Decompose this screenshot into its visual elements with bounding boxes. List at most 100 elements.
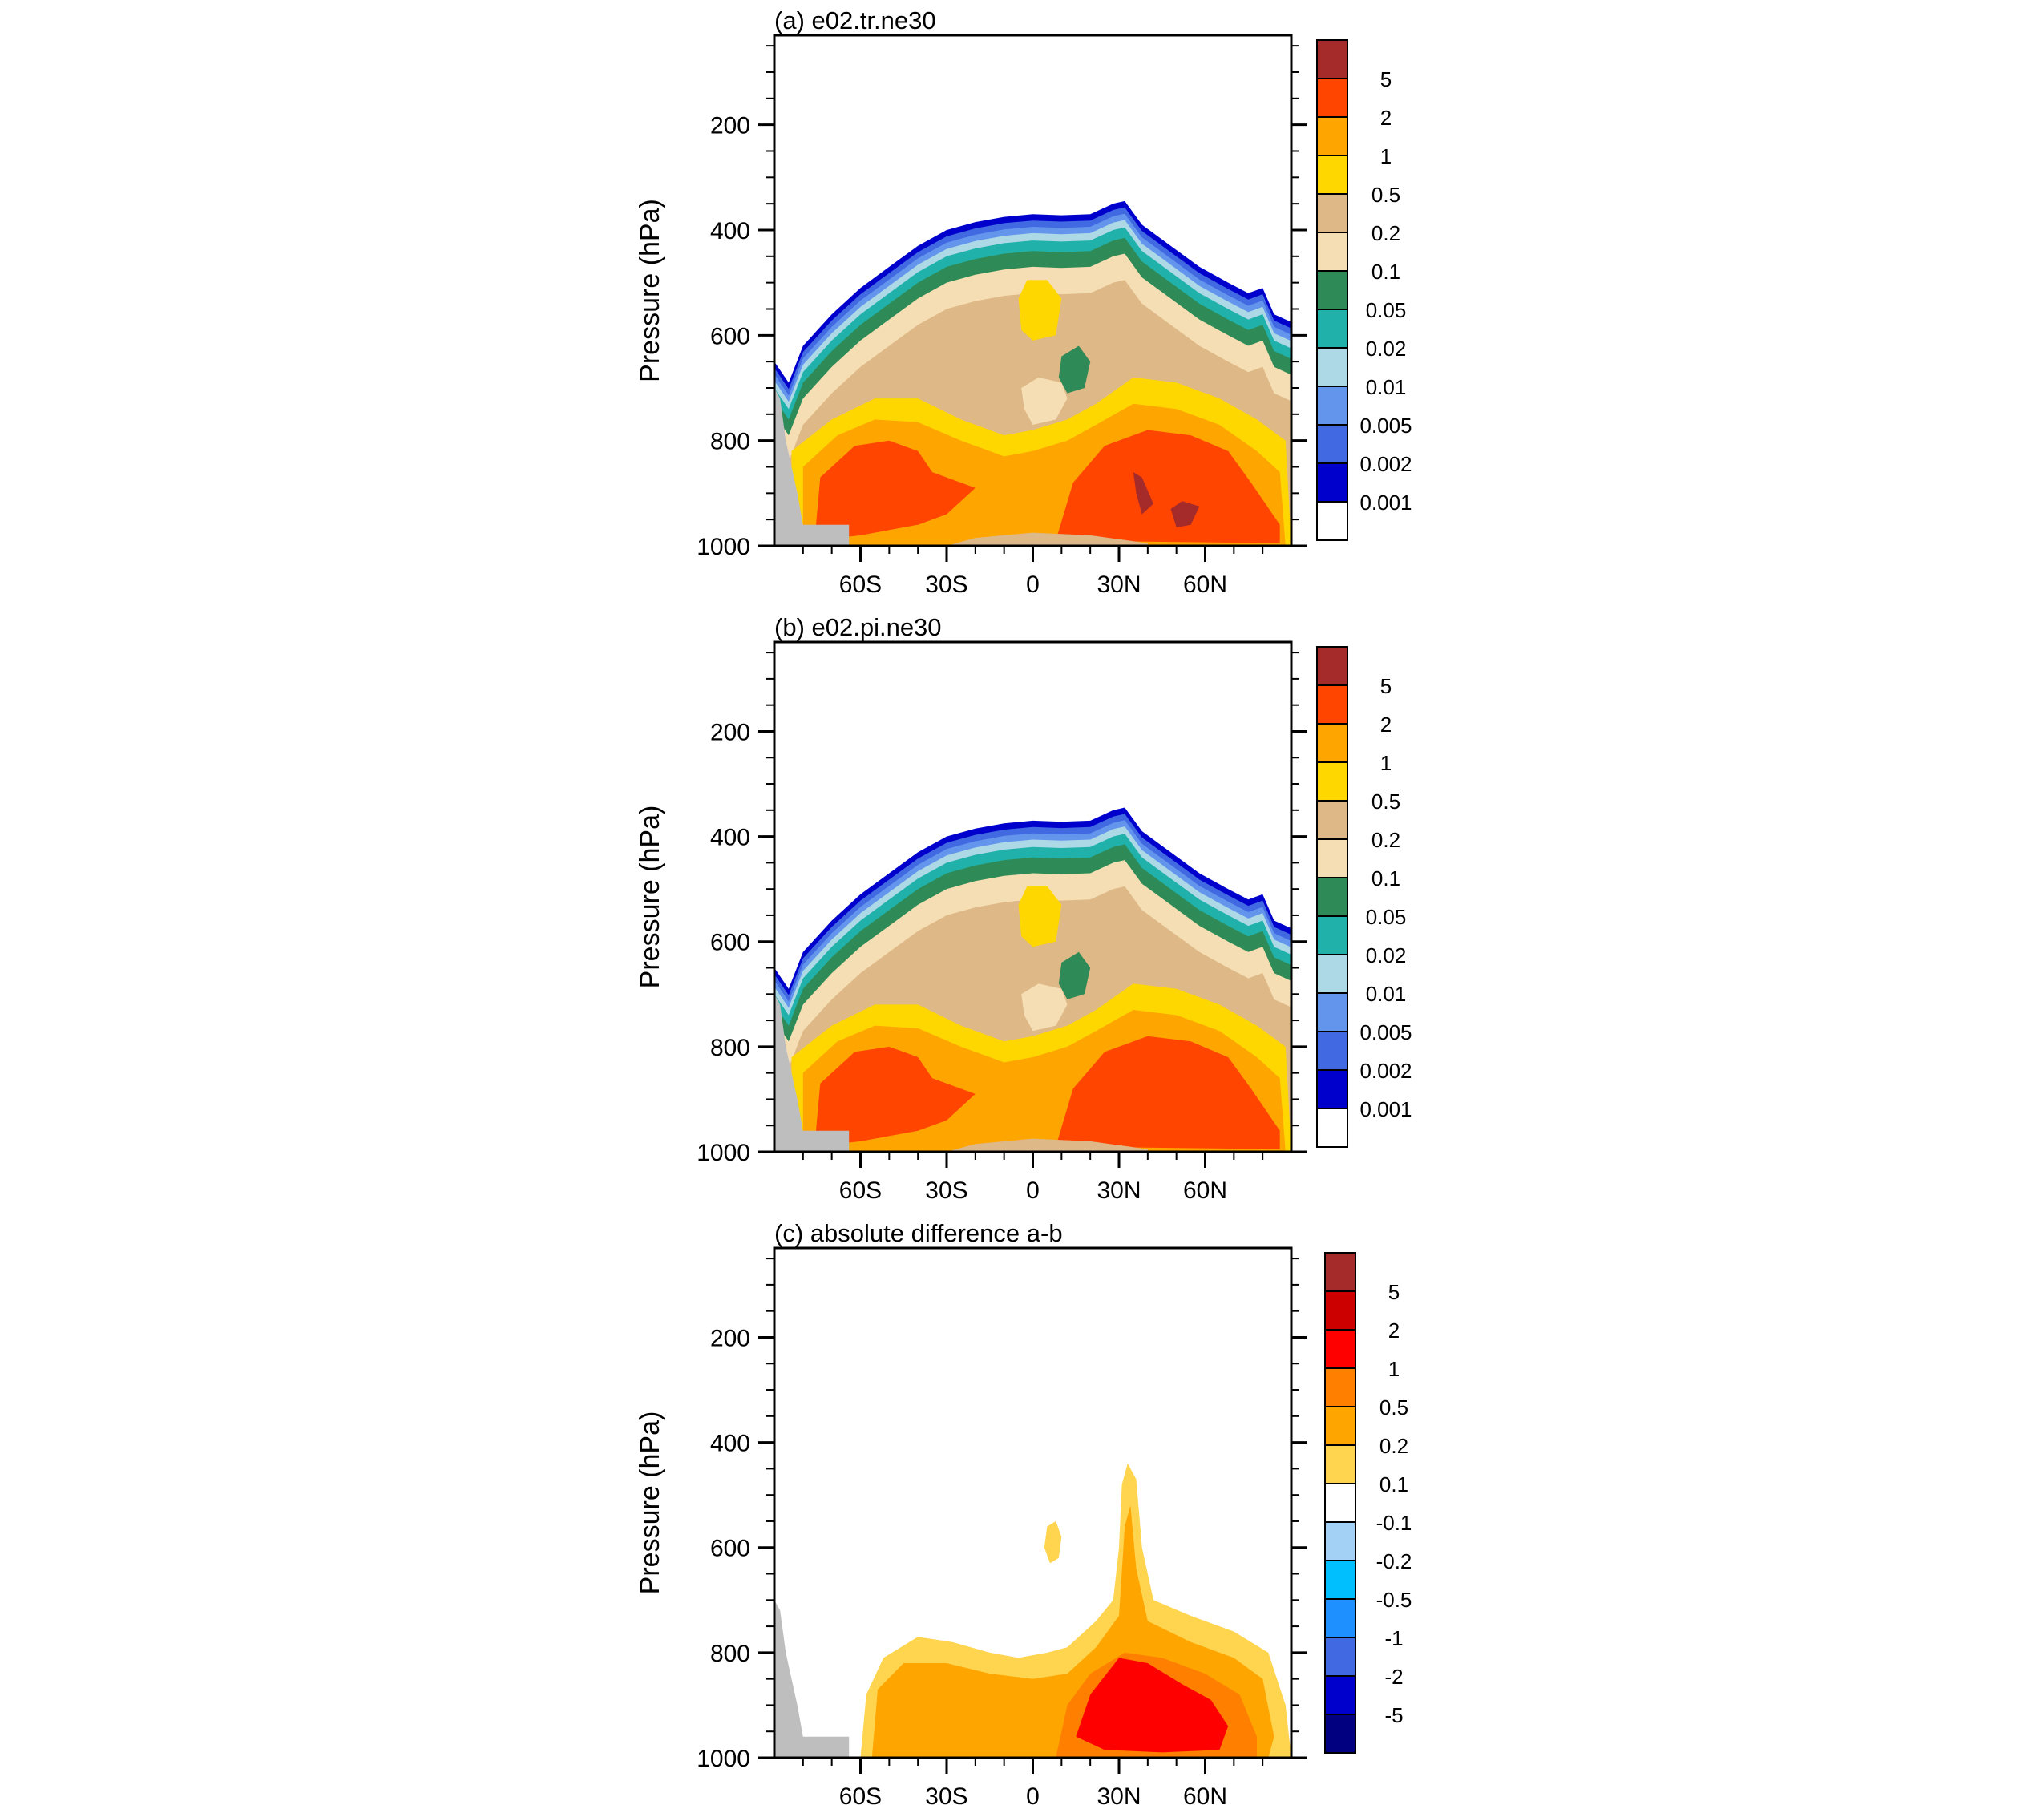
- topography: [774, 388, 850, 546]
- colorbar-label: 0.005: [1359, 414, 1412, 438]
- colorbar-label: 2: [1380, 106, 1392, 130]
- colorbar-swatch: [1316, 116, 1348, 156]
- ytick-label: 400: [710, 825, 750, 851]
- colorbar-label: -0.2: [1376, 1549, 1412, 1573]
- panel-c: (c) absolute difference a-b 200 400 600 800 1…: [635, 1219, 1412, 1805]
- colorbar-swatch: [1324, 1483, 1356, 1523]
- colorbar-label: 0.2: [1379, 1434, 1408, 1458]
- colorbar-label: 0.02: [1366, 337, 1407, 361]
- colorbar-label: 1: [1380, 751, 1392, 775]
- band-max-2: [1170, 501, 1200, 527]
- diff-0.1-aloft: [1044, 1520, 1062, 1564]
- colorbar-swatch: [1324, 1598, 1356, 1638]
- colorbar-swatch: [1316, 954, 1348, 994]
- colorbar-swatch: [1316, 501, 1348, 541]
- panel-a: (a) e02.tr.ne30 200 400 600 800 1000 Pressure …: [635, 6, 1412, 598]
- band-0.1-blob: [1058, 345, 1091, 394]
- xtick-label: 30S: [925, 1177, 967, 1204]
- ytick-label: 200: [710, 1325, 750, 1351]
- colorbar-swatch: [1324, 1290, 1356, 1331]
- colorbar-label: 5: [1388, 1280, 1400, 1304]
- diff-1: [1076, 1658, 1229, 1753]
- colorbar-swatch: [1316, 761, 1348, 802]
- band-surface: [947, 532, 1148, 546]
- band-1-aloft: [1018, 280, 1062, 341]
- y-axis-label: Pressure (hPa): [635, 199, 665, 382]
- xtick-label: 30S: [925, 571, 967, 598]
- ytick-label: 200: [710, 719, 750, 745]
- colorbar-label: 0.5: [1379, 1395, 1408, 1419]
- band-5-south: [814, 1046, 976, 1147]
- ytick-label: 400: [710, 1431, 750, 1457]
- xtick-label: 0: [1026, 1783, 1040, 1805]
- colorbar-swatch: [1316, 270, 1348, 310]
- xtick-label: 0: [1026, 571, 1040, 598]
- colorbar-swatch: [1324, 1444, 1356, 1484]
- ytick-label: 600: [710, 930, 750, 956]
- colorbar-label: 0.001: [1359, 1097, 1412, 1121]
- colorbar-label: 0.01: [1366, 982, 1407, 1006]
- colorbar-swatch: [1316, 1031, 1348, 1071]
- band-0.2-patch: [1021, 377, 1068, 425]
- colorbar-label: 0.02: [1366, 943, 1407, 967]
- ytick-label: 400: [710, 218, 750, 244]
- colorbar-label: 0.05: [1366, 905, 1407, 929]
- colorbar-swatch: [1324, 1406, 1356, 1446]
- colorbar-swatch: [1324, 1560, 1356, 1600]
- xtick-label: 30N: [1097, 1177, 1141, 1204]
- band-1-aloft: [1018, 886, 1062, 947]
- colorbar-label: -0.5: [1376, 1588, 1412, 1612]
- panel-b: (b) e02.pi.ne30 200 400 600 800 1000 Pressure …: [635, 613, 1412, 1204]
- colorbar-label: 0.05: [1366, 298, 1407, 322]
- band-5-north: [1056, 1036, 1280, 1149]
- colorbar-swatch: [1324, 1252, 1356, 1292]
- colorbar-label: 0.002: [1359, 1059, 1412, 1083]
- panel-title: (c) absolute difference a-b: [774, 1219, 1063, 1247]
- colorbar-swatch: [1316, 684, 1348, 725]
- ytick-label: 800: [710, 1035, 750, 1061]
- colorbar-swatch: [1324, 1329, 1356, 1369]
- ytick-label: 1000: [697, 1140, 750, 1166]
- colorbar-label: -0.1: [1376, 1511, 1412, 1535]
- colorbar-label: 1: [1380, 144, 1392, 168]
- colorbar-label: 0.01: [1366, 375, 1407, 399]
- ytick-label: 200: [710, 113, 750, 139]
- colorbar-label: -5: [1384, 1703, 1403, 1727]
- colorbar-label: 0.1: [1379, 1472, 1408, 1496]
- colorbar-swatch: [1316, 723, 1348, 763]
- colorbar-label: 0.5: [1371, 789, 1400, 814]
- xtick-label: 30S: [925, 1783, 967, 1805]
- ytick-label: 600: [710, 1536, 750, 1562]
- xtick-label: 60S: [839, 1783, 882, 1805]
- y-axis-label: Pressure (hPa): [635, 1411, 665, 1595]
- ytick-label: 800: [710, 429, 750, 455]
- xtick-label: 60N: [1183, 1177, 1227, 1204]
- colorbar-swatch: [1316, 462, 1348, 503]
- colorbar-swatch: [1316, 838, 1348, 878]
- colorbar-label: 0.001: [1359, 491, 1412, 515]
- band-max-1: [1133, 472, 1153, 515]
- colorbar-swatch: [1316, 193, 1348, 233]
- colorbar: 5 2 1 0.5 0.2 0.1 0.05 0.02 0.01 0.005 0.002 0.001: [1316, 39, 1412, 541]
- colorbar-label: 2: [1380, 713, 1392, 737]
- colorbar: 5 2 1 0.5 0.2 0.1 -0.1 -0.2 -0.5 -1 -2 -5: [1324, 1252, 1412, 1754]
- ytick-label: 600: [710, 323, 750, 349]
- ytick-label: 1000: [697, 1746, 750, 1772]
- colorbar-swatch: [1316, 800, 1348, 840]
- colorbar-label: 0.2: [1371, 221, 1400, 245]
- colorbar-label: -2: [1384, 1665, 1403, 1689]
- colorbar-label: 0.1: [1371, 260, 1400, 284]
- panel-title: (a) e02.tr.ne30: [774, 6, 936, 34]
- band-surface: [947, 1138, 1148, 1152]
- colorbar-swatch: [1316, 309, 1348, 349]
- colorbar-label: 0.5: [1371, 183, 1400, 207]
- colorbar-swatch: [1316, 78, 1348, 118]
- colorbar-swatch: [1316, 1069, 1348, 1109]
- colorbar-label: -1: [1384, 1626, 1403, 1650]
- contour-field: [774, 1463, 1291, 1758]
- colorbar-swatch: [1316, 915, 1348, 955]
- xtick-label: 60S: [839, 571, 882, 598]
- colorbar-swatch: [1324, 1637, 1356, 1677]
- colorbar-swatch: [1324, 1367, 1356, 1407]
- colorbar-swatch: [1316, 646, 1348, 686]
